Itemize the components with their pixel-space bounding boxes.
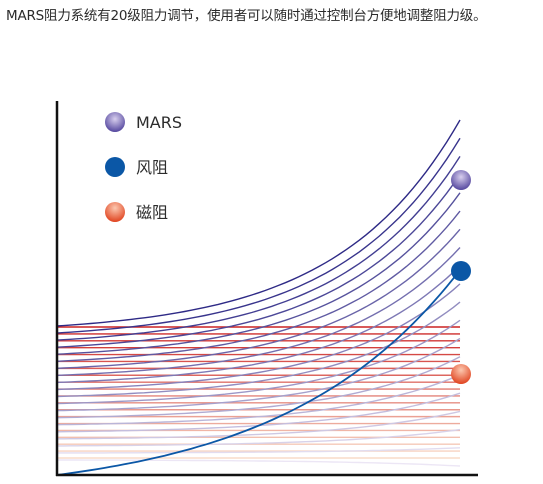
wind-curve bbox=[56, 269, 461, 476]
legend: MARS 风阻 磁阻 bbox=[105, 112, 182, 222]
mars-level-curve bbox=[56, 319, 461, 405]
mars-level-curve bbox=[57, 447, 461, 454]
end-markers bbox=[451, 170, 471, 384]
legend-marker-wind bbox=[105, 157, 125, 177]
mars-level-curve bbox=[56, 137, 461, 334]
mars-level-curve bbox=[56, 156, 461, 341]
magnetic-end-marker bbox=[451, 364, 471, 384]
mars-level-curve bbox=[56, 374, 461, 426]
legend-label-mars: MARS bbox=[136, 113, 182, 132]
mars-level-curve bbox=[56, 247, 461, 377]
mars-level-curve bbox=[57, 410, 461, 440]
caption-text: MARS阻力系统有20级阻力调节，使用者可以随时通过控制台方便地调整阻力级。 bbox=[6, 8, 487, 24]
mars-level-curve bbox=[56, 210, 461, 362]
mars-level-curve bbox=[56, 192, 461, 355]
legend-marker-magnetic bbox=[105, 202, 125, 222]
mars-level-curve bbox=[56, 337, 461, 412]
mars-level-curve bbox=[57, 428, 461, 447]
mars-level-curve bbox=[56, 265, 461, 384]
wind-end-marker bbox=[451, 261, 471, 281]
legend-marker-mars bbox=[105, 112, 125, 132]
mars-level-curve bbox=[56, 356, 461, 419]
mars-level-curve bbox=[56, 228, 461, 369]
mars-end-marker bbox=[451, 170, 471, 190]
mars-series-group bbox=[56, 119, 461, 467]
mars-level-curve bbox=[56, 119, 461, 327]
mars-level-curve bbox=[56, 174, 461, 348]
wind-series-group bbox=[56, 269, 461, 476]
mars-level-curve bbox=[56, 283, 461, 391]
legend-label-magnetic: 磁阻 bbox=[136, 203, 168, 222]
mars-level-curve bbox=[57, 459, 461, 467]
legend-label-wind: 风阻 bbox=[136, 158, 168, 177]
